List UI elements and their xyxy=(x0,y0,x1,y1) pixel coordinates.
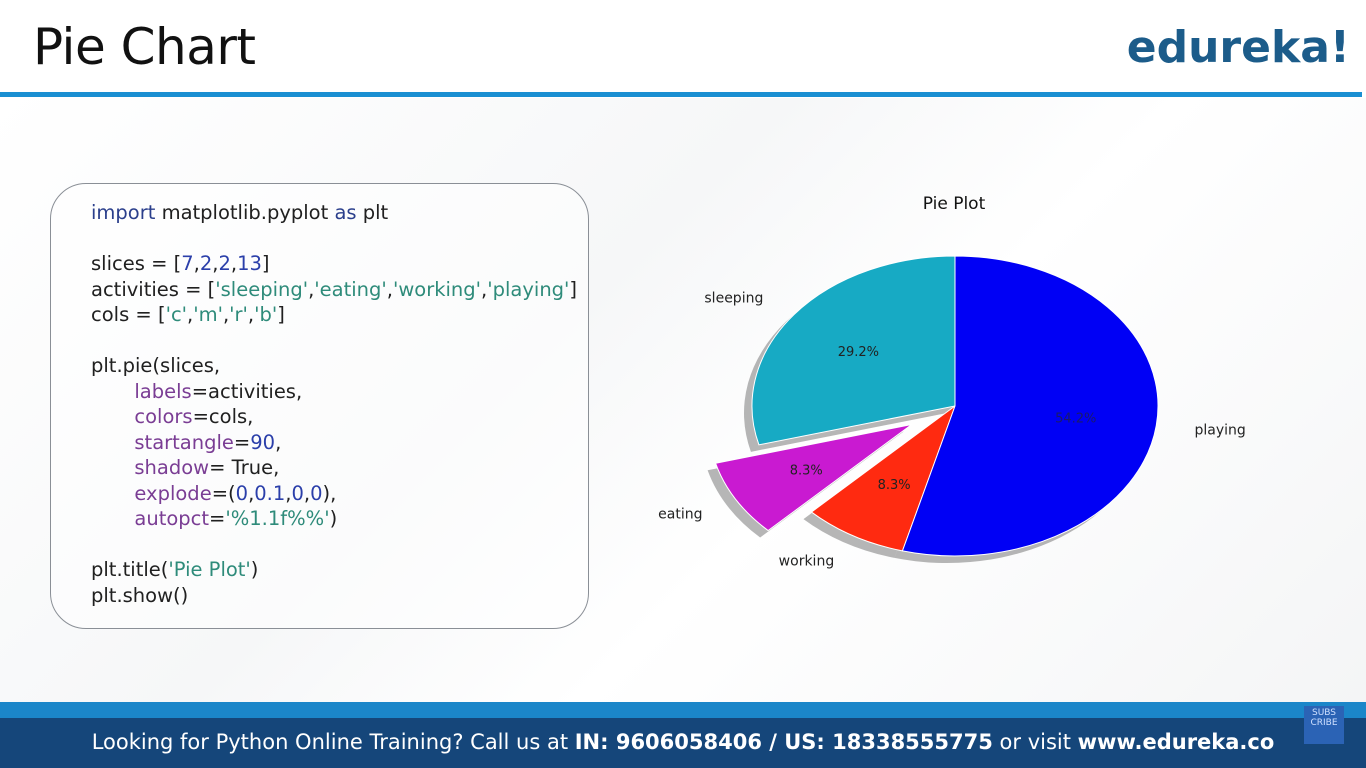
code-text: =activities, xyxy=(191,379,303,403)
code-block: import matplotlib.pyplot as plt slices =… xyxy=(91,201,578,607)
code-string: 'Pie Plot' xyxy=(168,558,251,581)
title-divider xyxy=(0,92,1362,97)
pie-percent-working: 8.3% xyxy=(878,478,911,493)
code-arg: colors xyxy=(134,405,193,428)
code-text: =cols, xyxy=(192,405,254,428)
code-number: 0 xyxy=(235,481,249,505)
code-number: 7 xyxy=(181,252,194,275)
pie-label-playing: playing xyxy=(1195,422,1246,438)
code-arg: startangle xyxy=(134,430,234,454)
code-number: 2 xyxy=(199,252,213,275)
code-text: matplotlib.pyplot xyxy=(155,201,335,224)
pie-label-eating: eating xyxy=(658,507,702,523)
code-number: 0.1 xyxy=(254,481,286,505)
code-arg: explode xyxy=(134,481,212,505)
footer-bar: Looking for Python Online Training? Call… xyxy=(0,702,1366,768)
footer-mid: or visit xyxy=(992,730,1078,754)
code-text: cols = [ xyxy=(91,303,166,326)
pie-slice-eating xyxy=(714,423,912,532)
code-arg: labels xyxy=(134,379,192,403)
footer-site-link[interactable]: www.edureka.co xyxy=(1077,730,1275,754)
pie-slice-sleeping xyxy=(751,255,956,446)
code-text: plt.title( xyxy=(91,558,169,581)
code-text: slices = [ xyxy=(91,252,182,275)
code-text: plt.show() xyxy=(91,583,189,607)
code-number: 13 xyxy=(237,252,262,275)
edureka-logo: edureka! xyxy=(1126,22,1350,73)
code-panel: import matplotlib.pyplot as plt slices =… xyxy=(50,183,589,629)
footer-prefix: Looking for Python Online Training? Call… xyxy=(91,730,575,754)
code-string: 'm' xyxy=(193,303,223,326)
code-string: 'b' xyxy=(254,303,278,326)
code-string: 'c' xyxy=(165,303,188,326)
code-text: = True, xyxy=(209,456,280,479)
code-keyword: as xyxy=(334,201,357,224)
chart-title: Pie Plot xyxy=(923,194,986,214)
pie-percent-eating: 8.3% xyxy=(790,463,823,478)
code-number: 0 xyxy=(291,481,304,505)
code-text: activities = [ xyxy=(91,277,216,301)
footer-accent xyxy=(0,702,1366,718)
code-arg: shadow xyxy=(134,456,210,479)
code-number: 2 xyxy=(218,252,231,275)
pie-percent-playing: 54.2% xyxy=(1055,412,1096,427)
code-number: 0 xyxy=(310,481,323,505)
code-string: 'working' xyxy=(392,277,482,301)
code-keyword: import xyxy=(91,201,156,224)
code-string: '%1.1f%%' xyxy=(225,507,330,530)
pie-slice-working xyxy=(810,404,957,552)
code-string: 'eating' xyxy=(314,277,387,301)
pie-label-sleeping: sleeping xyxy=(704,290,763,306)
footer-text: Looking for Python Online Training? Call… xyxy=(0,730,1366,754)
pie-slice-playing xyxy=(901,255,1159,557)
code-text: plt xyxy=(356,201,389,224)
slide-title: Pie Chart xyxy=(33,18,256,76)
code-text: plt.pie(slices, xyxy=(91,354,221,377)
pie-percent-sleeping: 29.2% xyxy=(838,345,879,360)
pie-chart: Pie Plot sleeping 29.2% eating 8.3% working 8… xyxy=(658,194,1246,570)
code-arg: autopct xyxy=(134,507,210,530)
code-string: 'r' xyxy=(229,303,248,326)
code-string: 'playing' xyxy=(487,277,570,301)
subscribe-badge[interactable]: SUBS CRIBE xyxy=(1304,706,1344,744)
pie-label-working: working xyxy=(779,554,835,570)
code-number: 90 xyxy=(250,430,276,454)
code-string: 'sleeping' xyxy=(215,277,309,301)
footer-phones: IN: 9606058406 / US: 18338555775 xyxy=(574,730,993,754)
